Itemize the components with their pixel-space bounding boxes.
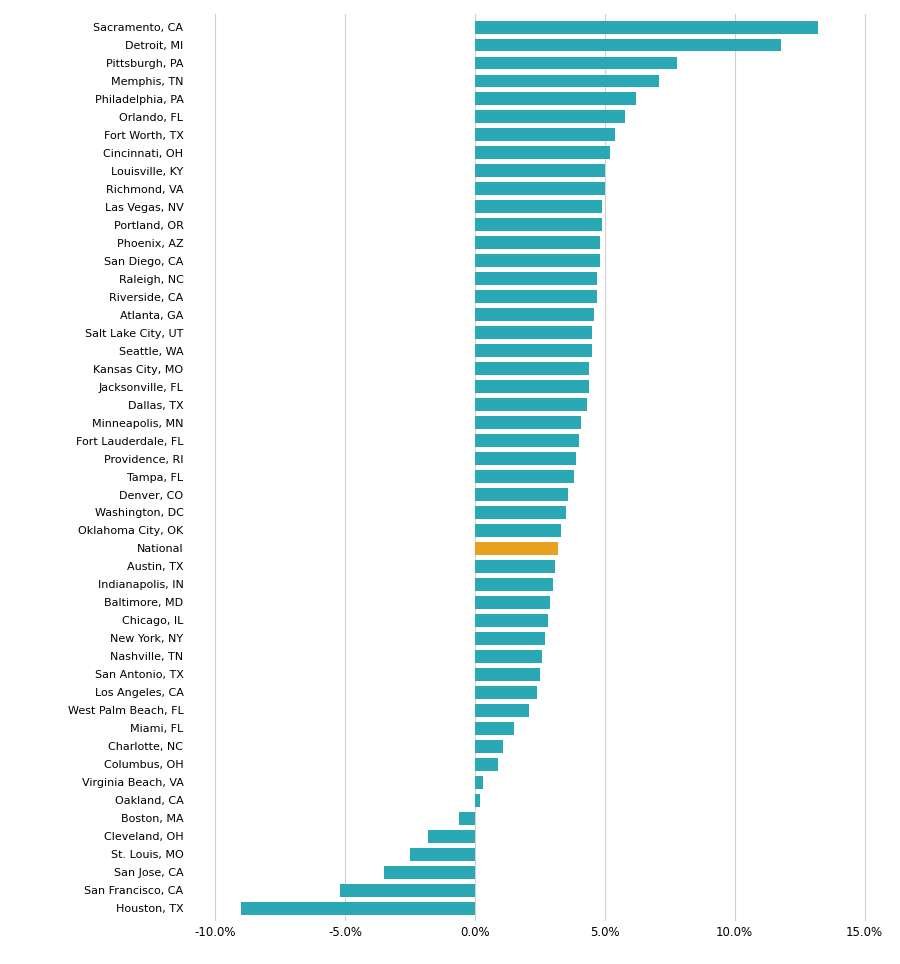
- Bar: [475, 650, 543, 663]
- Bar: [475, 776, 482, 789]
- Bar: [475, 793, 480, 807]
- Bar: [475, 20, 818, 34]
- Bar: [475, 631, 544, 645]
- Bar: [475, 506, 566, 519]
- Bar: [339, 884, 475, 897]
- Bar: [475, 147, 610, 159]
- Bar: [475, 596, 550, 609]
- Bar: [475, 416, 581, 429]
- Bar: [475, 236, 599, 250]
- Bar: [241, 901, 475, 915]
- Bar: [475, 739, 503, 753]
- Bar: [384, 866, 475, 878]
- Bar: [475, 165, 605, 177]
- Bar: [475, 614, 547, 627]
- Bar: [475, 182, 605, 196]
- Bar: [410, 847, 475, 861]
- Bar: [475, 758, 499, 770]
- Bar: [475, 560, 555, 573]
- Bar: [475, 685, 537, 699]
- Bar: [475, 201, 602, 213]
- Bar: [475, 704, 529, 717]
- Bar: [475, 272, 597, 285]
- Bar: [475, 362, 590, 375]
- Bar: [475, 290, 597, 304]
- Bar: [475, 39, 781, 51]
- Bar: [475, 326, 591, 339]
- Bar: [475, 542, 558, 555]
- Bar: [475, 434, 579, 447]
- Bar: [475, 57, 678, 69]
- Bar: [475, 344, 591, 357]
- Bar: [475, 254, 599, 267]
- Bar: [475, 128, 615, 142]
- Bar: [475, 488, 568, 501]
- Bar: [475, 380, 590, 393]
- Bar: [475, 470, 573, 483]
- Bar: [475, 524, 561, 537]
- Bar: [475, 578, 553, 591]
- Bar: [475, 722, 514, 735]
- Bar: [475, 93, 636, 105]
- Bar: [475, 308, 594, 321]
- Bar: [475, 111, 626, 123]
- Bar: [475, 668, 540, 681]
- Bar: [475, 452, 576, 465]
- Bar: [475, 219, 602, 231]
- Bar: [475, 398, 587, 411]
- Bar: [428, 830, 475, 843]
- Bar: [475, 74, 660, 88]
- Bar: [459, 812, 475, 824]
